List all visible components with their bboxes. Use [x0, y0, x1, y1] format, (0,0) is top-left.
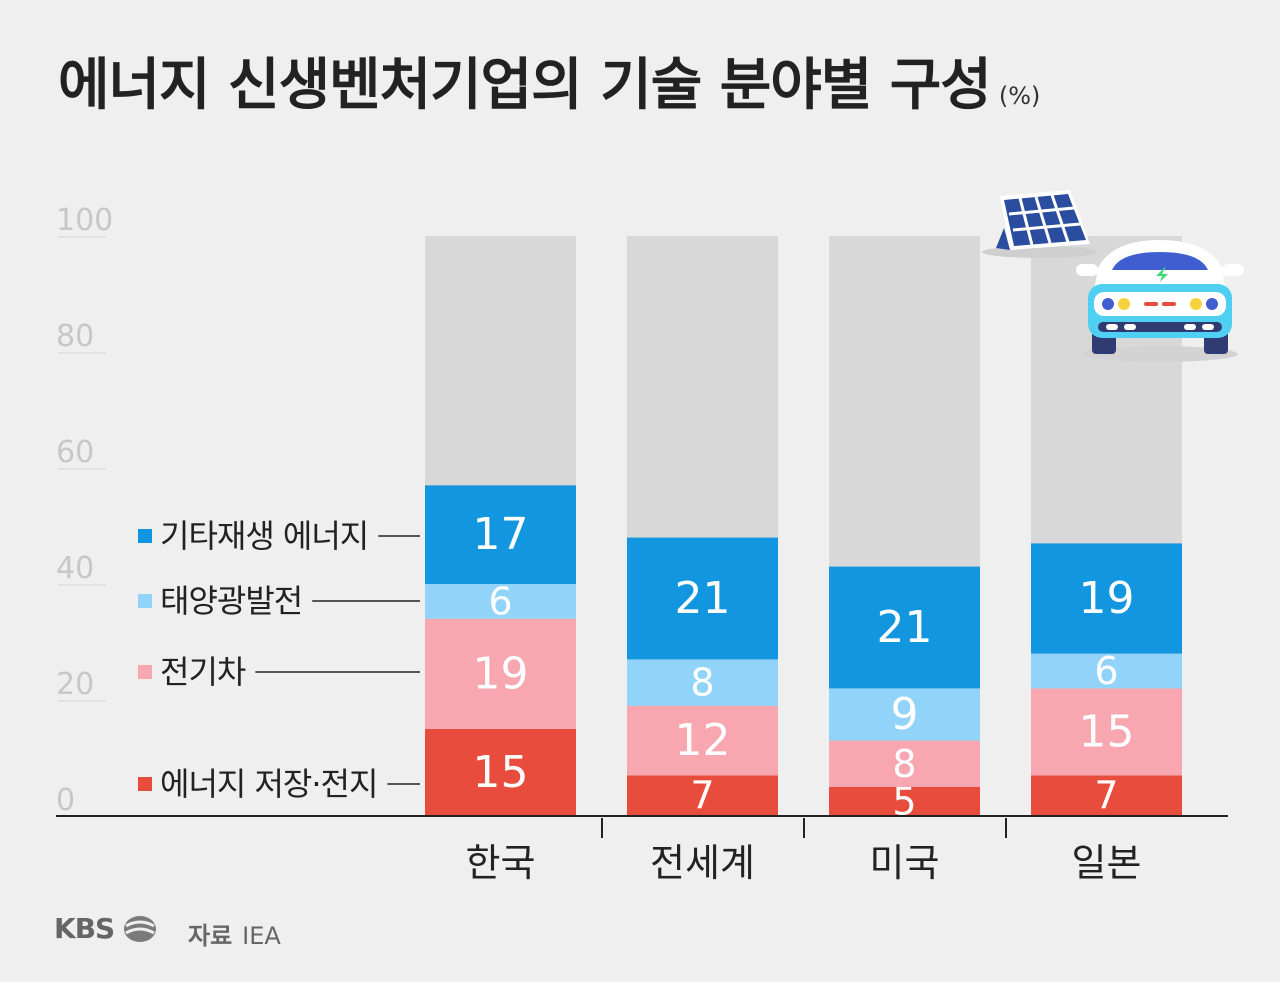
bar-segment	[425, 618, 576, 729]
legend-label: 에너지 저장·전지	[160, 765, 377, 803]
bar-segment	[425, 584, 576, 619]
x-tick-label: 한국	[466, 841, 536, 885]
legend-swatch	[138, 594, 152, 608]
bar-segment	[829, 740, 980, 787]
solar-panel-icon	[982, 190, 1098, 258]
electric-car-icon	[1076, 240, 1244, 362]
bar-segment	[425, 485, 576, 584]
legend-label: 태양광발전	[160, 582, 302, 620]
data-label: 8	[892, 742, 916, 786]
legend-label: 전기차	[160, 653, 246, 691]
source-label: 자료	[188, 922, 233, 950]
illustration	[982, 190, 1244, 362]
data-label: 21	[877, 602, 933, 653]
bar-segment	[627, 775, 778, 816]
legend: 에너지 저장·전지 전기차 태양광발전 기타재생 에너지	[138, 517, 420, 803]
kbs-logo: KBS	[54, 912, 115, 945]
data-label: 8	[690, 661, 714, 705]
y-tick-label: 0	[56, 783, 75, 818]
y-tick-label: 20	[56, 667, 94, 702]
data-label: 7	[1094, 774, 1118, 818]
x-tick-label: 미국	[870, 841, 940, 885]
chart-title: 에너지 신생벤처기업의 기술 분야별 구성	[58, 53, 992, 118]
y-tick-label: 100	[56, 203, 113, 238]
bar-segment	[1031, 543, 1182, 654]
x-axis: 한국 전세계 미국 일본	[56, 815, 1228, 885]
legend-swatch	[138, 665, 152, 679]
legend-swatch	[138, 529, 152, 543]
data-label: 6	[488, 579, 512, 623]
y-axis: 0 20 40 60 80 100	[56, 203, 113, 818]
bar-segment	[627, 659, 778, 706]
chart-unit: (%)	[998, 82, 1041, 110]
bar-segment	[1031, 688, 1182, 776]
data-label: 21	[675, 573, 731, 624]
bar-segment	[627, 537, 778, 660]
source-value: IEA	[242, 922, 281, 950]
data-label: 19	[473, 648, 529, 699]
data-label: 17	[473, 509, 529, 560]
data-label: 15	[473, 747, 529, 798]
bar-segment	[829, 688, 980, 741]
legend-label: 기타재생 에너지	[160, 517, 368, 555]
data-label: 6	[1094, 649, 1118, 693]
data-label: 15	[1079, 706, 1135, 757]
bar-segment	[1031, 653, 1182, 689]
data-label: 19	[1079, 573, 1135, 624]
data-label: 12	[675, 715, 731, 766]
bar-segment	[829, 787, 980, 816]
kbs-logo-icon	[124, 916, 156, 942]
data-label: 7	[690, 774, 714, 818]
y-tick-label: 80	[56, 319, 94, 354]
source-note: 자료 IEA	[188, 916, 281, 951]
data-label: 9	[891, 689, 919, 740]
bar-segment	[1031, 775, 1182, 816]
bar-segment	[829, 566, 980, 689]
x-tick-label: 일본	[1072, 841, 1142, 885]
y-tick-label: 40	[56, 551, 94, 586]
y-tick-label: 60	[56, 435, 94, 470]
bar-segment	[425, 729, 576, 816]
x-tick-label: 전세계	[650, 841, 755, 885]
bar-segment	[627, 705, 778, 776]
legend-swatch	[138, 777, 152, 791]
page-title: 에너지 신생벤처기업의 기술 분야별 구성 (%)	[58, 58, 1040, 114]
